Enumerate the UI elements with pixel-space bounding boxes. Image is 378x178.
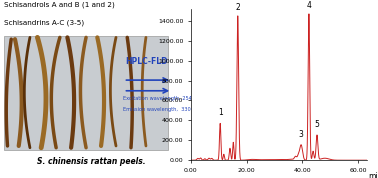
Text: 1: 1 [218,108,223,117]
Text: min: min [369,172,378,178]
Text: Schisandrols A and B (1 and 2): Schisandrols A and B (1 and 2) [4,2,115,8]
Text: 4: 4 [307,1,311,10]
Text: 3: 3 [299,130,304,139]
Text: Schisandrins A-C (3-5): Schisandrins A-C (3-5) [4,20,84,26]
Bar [4,36,168,150]
Text: Excitation wavelength, 254 nm: Excitation wavelength, 254 nm [124,96,202,101]
Text: 2: 2 [235,3,240,12]
Text: HPLC-FLD: HPLC-FLD [125,57,168,66]
Text: Emission wavelength,  330 nm: Emission wavelength, 330 nm [124,107,201,112]
Text: S. chinensis rattan peels.: S. chinensis rattan peels. [37,157,146,166]
Text: 5: 5 [314,120,319,129]
